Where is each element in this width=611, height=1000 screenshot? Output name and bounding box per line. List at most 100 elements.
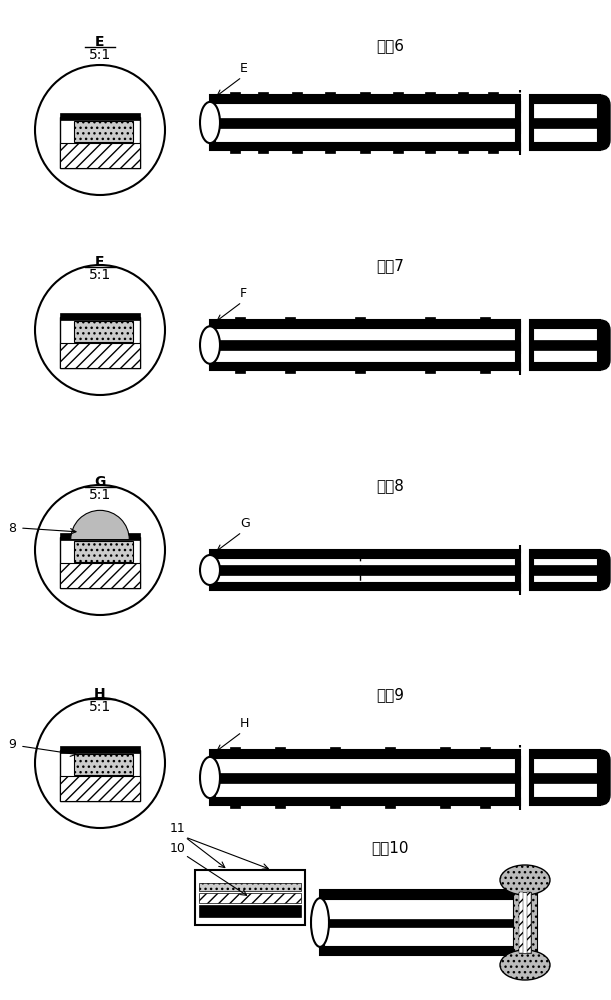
Text: G: G — [240, 517, 250, 530]
Ellipse shape — [200, 326, 220, 364]
Ellipse shape — [311, 898, 329, 947]
Text: E: E — [240, 62, 248, 75]
FancyBboxPatch shape — [590, 550, 610, 590]
Bar — [330, 747, 340, 752]
Bar — [355, 317, 365, 322]
Bar — [527, 892, 531, 953]
Bar — [320, 890, 520, 955]
Bar — [60, 750, 141, 801]
Bar — [210, 95, 520, 150]
Bar — [60, 313, 141, 320]
Circle shape — [35, 265, 165, 395]
Bar — [60, 746, 141, 753]
Bar — [258, 92, 268, 97]
Bar — [74, 121, 133, 142]
Bar — [215, 103, 515, 142]
Bar — [215, 340, 515, 350]
Bar — [324, 919, 516, 927]
Bar — [210, 750, 520, 805]
Bar — [530, 320, 600, 370]
Text: 步骤9: 步骤9 — [376, 687, 404, 702]
Bar — [285, 317, 295, 322]
Bar — [60, 113, 141, 120]
Text: 5:1: 5:1 — [89, 488, 111, 502]
Text: 步骤7: 步骤7 — [376, 258, 404, 273]
Bar — [215, 773, 515, 783]
Text: F: F — [95, 255, 104, 269]
Wedge shape — [71, 510, 130, 540]
Text: E: E — [95, 35, 104, 49]
Bar — [530, 750, 600, 805]
Bar — [215, 758, 515, 797]
Text: 步骤8: 步骤8 — [376, 478, 404, 493]
Text: 步骤6: 步骤6 — [376, 38, 404, 53]
Bar — [292, 92, 302, 97]
Bar — [60, 776, 141, 801]
Bar — [235, 317, 245, 322]
Bar — [325, 92, 335, 97]
Bar — [385, 747, 395, 752]
FancyBboxPatch shape — [590, 750, 610, 805]
FancyBboxPatch shape — [590, 95, 610, 150]
Bar — [533, 558, 597, 582]
Bar — [60, 317, 141, 368]
Bar — [519, 892, 531, 953]
Bar — [425, 92, 435, 97]
Text: H: H — [240, 717, 249, 730]
Bar — [275, 747, 285, 752]
Ellipse shape — [500, 950, 550, 980]
Text: 5:1: 5:1 — [89, 700, 111, 714]
Bar — [440, 747, 450, 752]
Bar — [60, 117, 141, 168]
Bar — [210, 550, 520, 590]
Bar — [275, 803, 285, 808]
Bar — [425, 148, 435, 153]
Bar — [258, 148, 268, 153]
Bar — [393, 148, 403, 153]
Ellipse shape — [500, 865, 550, 895]
Bar — [199, 893, 301, 903]
Bar — [230, 92, 240, 97]
Bar — [215, 565, 515, 575]
Bar — [74, 321, 133, 342]
Bar — [215, 328, 515, 362]
Bar — [530, 550, 600, 590]
Bar — [533, 340, 597, 350]
Bar — [488, 92, 498, 97]
Bar — [230, 148, 240, 153]
Bar — [533, 758, 597, 797]
Bar — [513, 890, 537, 955]
Bar — [60, 533, 141, 540]
Bar — [360, 92, 370, 97]
Bar — [533, 118, 597, 128]
Bar — [199, 905, 301, 917]
Bar — [230, 747, 240, 752]
Text: 5:1: 5:1 — [89, 268, 111, 282]
Bar — [533, 773, 597, 783]
Ellipse shape — [200, 555, 220, 585]
Text: 步骤10: 步骤10 — [371, 840, 409, 855]
Bar — [74, 541, 133, 562]
Bar — [480, 747, 490, 752]
Bar — [480, 317, 490, 322]
Bar — [425, 317, 435, 322]
Bar — [480, 368, 490, 373]
Bar — [393, 92, 403, 97]
Bar — [60, 343, 141, 368]
Bar — [215, 558, 515, 582]
Text: 11: 11 — [170, 822, 186, 835]
Bar — [230, 803, 240, 808]
Bar — [199, 883, 301, 891]
Circle shape — [35, 698, 165, 828]
Text: 10: 10 — [170, 842, 186, 855]
Ellipse shape — [200, 102, 220, 143]
Bar — [74, 754, 133, 775]
Text: G: G — [94, 475, 106, 489]
Bar — [324, 899, 516, 946]
Bar — [235, 368, 245, 373]
Bar — [60, 143, 141, 168]
Bar — [458, 148, 468, 153]
Bar — [440, 803, 450, 808]
Bar — [530, 95, 600, 150]
Bar — [458, 92, 468, 97]
